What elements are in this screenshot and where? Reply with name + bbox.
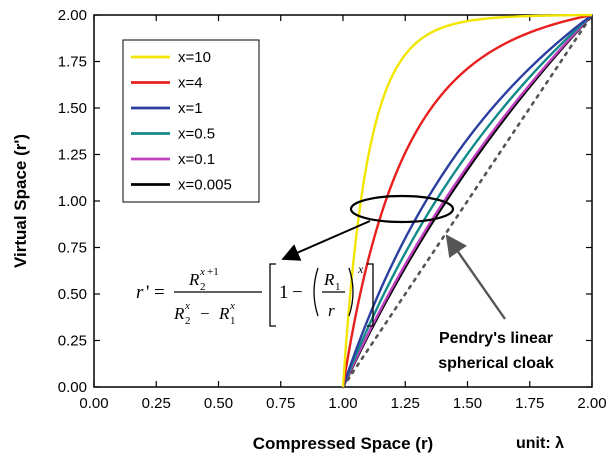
pendry-label-line2: spherical cloak <box>438 355 554 372</box>
svg-text:1: 1 <box>279 282 289 303</box>
svg-text:=: = <box>154 282 165 303</box>
svg-text:−: − <box>200 304 210 323</box>
legend-label: x=0.5 <box>178 126 215 143</box>
legend-label: x=4 <box>178 75 203 92</box>
pendry-arrow <box>445 234 506 320</box>
y-tick-label: 0.75 <box>58 240 87 257</box>
y-tick-label: 2.00 <box>58 7 87 24</box>
series-line-x-10 <box>341 13 593 388</box>
y-tick-label: 0.00 <box>58 379 87 396</box>
x-tick-label: 0.75 <box>266 395 295 412</box>
svg-text:1: 1 <box>335 281 341 293</box>
series-line-x-4 <box>341 13 593 388</box>
series-line-x-0-5 <box>341 14 593 388</box>
svg-text:+1: +1 <box>207 266 219 278</box>
y-tick-label: 1.25 <box>58 147 87 164</box>
y-tick-label: 0.50 <box>58 286 87 303</box>
unit-label: unit: λ <box>516 435 564 452</box>
legend-label: x=0.005 <box>178 177 232 194</box>
svg-text:x: x <box>199 266 205 278</box>
pendry-label-line1: Pendry's linear <box>439 330 553 347</box>
x-tick-label: 2.00 <box>577 395 606 412</box>
formula: r ' = R 2 x +1 R 2 x − R 1 x 1 − R 1 r x <box>136 262 374 327</box>
svg-text:2: 2 <box>200 281 206 293</box>
y-tick-label: 1.75 <box>58 54 87 71</box>
x-tick-label: 0.50 <box>204 395 233 412</box>
series-line-x-0-1 <box>341 14 593 388</box>
tick-layer: 0.00 0.25 0.50 0.75 1.00 1.25 1.50 1.75 2.00 0.00… <box>58 7 607 412</box>
y-tick-label: 0.25 <box>58 333 87 350</box>
svg-text:': ' <box>146 282 149 303</box>
legend-label: x=1 <box>178 100 203 117</box>
x-tick-label: 0.00 <box>79 395 108 412</box>
svg-text:R: R <box>323 270 335 289</box>
highlight-ellipse <box>349 194 455 224</box>
svg-text:x: x <box>229 300 235 312</box>
pendry-linear-line <box>341 13 594 389</box>
y-axis-title: Virtual Space (r') <box>11 134 30 268</box>
y-tick-label: 1.50 <box>58 100 87 117</box>
svg-text:2: 2 <box>185 315 191 327</box>
svg-text:R: R <box>218 304 230 323</box>
series-line-x-1 <box>341 14 593 388</box>
legend-box <box>122 39 260 203</box>
svg-text:x: x <box>357 262 364 276</box>
svg-text:R: R <box>188 270 200 289</box>
ellipse-arrow <box>281 220 371 261</box>
svg-text:1: 1 <box>230 315 236 327</box>
x-tick-label: 1.25 <box>391 395 420 412</box>
svg-text:−: − <box>292 282 303 303</box>
svg-text:r: r <box>136 282 144 303</box>
x-tick-label: 1.50 <box>453 395 482 412</box>
x-tick-label: 1.00 <box>328 395 357 412</box>
curve-layer <box>341 13 594 389</box>
y-tick-label: 1.00 <box>58 193 87 210</box>
legend: x=10 x=4 x=1 x=0.5 x=0.1 x=0.005 <box>122 39 260 203</box>
svg-text:x: x <box>184 300 190 312</box>
svg-text:r: r <box>328 301 335 320</box>
svg-text:R: R <box>173 304 185 323</box>
legend-label: x=10 <box>178 49 211 66</box>
x-tick-label: 0.25 <box>142 395 171 412</box>
x-tick-label: 1.75 <box>515 395 544 412</box>
x-axis-title: Compressed Space (r) <box>253 434 433 453</box>
legend-label: x=0.1 <box>178 151 215 168</box>
